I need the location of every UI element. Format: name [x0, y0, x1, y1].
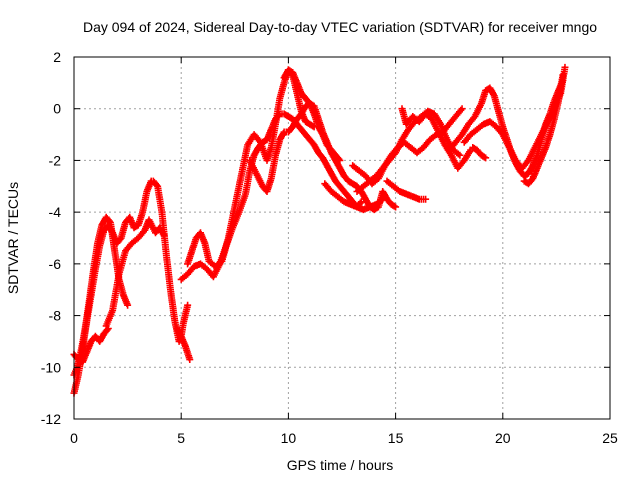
y-tick-label: -10 — [41, 359, 61, 375]
series-marks-track-17 — [520, 71, 567, 188]
y-tick-label: 2 — [53, 49, 61, 65]
y-tick-label: -8 — [49, 308, 62, 324]
y-tick-label: -12 — [41, 411, 61, 427]
series-track-12 — [353, 107, 464, 195]
plot-frame — [73, 56, 611, 420]
series-track-10 — [321, 180, 387, 214]
x-tick-label: 15 — [388, 430, 404, 446]
x-tick-label: 10 — [281, 430, 297, 446]
series-marks-track-13 — [383, 177, 430, 203]
y-axis-label: SDTVAR / TECUs — [5, 182, 21, 294]
tick-label-layer: 0 5 10 15 20 25 -12 -10 -8 -6 -4 -2 0 2 — [41, 49, 618, 446]
series-track-4 — [102, 216, 168, 330]
series-marks-track-4 — [102, 216, 168, 330]
y-tick-label: -2 — [49, 152, 62, 168]
x-axis-label: GPS time / hours — [287, 457, 394, 473]
x-tick-label: 25 — [602, 430, 618, 446]
data-layer — [70, 63, 569, 397]
series-marks-track-10 — [321, 180, 387, 214]
series-track-17 — [520, 71, 567, 188]
y-tick-label: -4 — [49, 204, 62, 220]
series-track-5 — [173, 325, 194, 364]
x-tick-label: 0 — [70, 430, 78, 446]
series-track-9 — [280, 66, 344, 164]
y-tick-label: 0 — [53, 101, 61, 117]
series-marks-track-5 — [173, 325, 194, 364]
series-marks-track-9 — [280, 66, 344, 164]
series-marks-track-7 — [184, 66, 318, 270]
series-track-18 — [469, 144, 490, 162]
axes-layer — [73, 56, 611, 420]
series-marks-track-18 — [469, 144, 490, 162]
x-tick-label: 20 — [495, 430, 511, 446]
series-track-13 — [383, 177, 430, 203]
y-tick-label: -6 — [49, 256, 62, 272]
series-marks-track-12 — [353, 107, 464, 195]
series-track-7 — [184, 66, 318, 270]
x-tick-label: 5 — [177, 430, 185, 446]
chart-title: Day 094 of 2024, Sidereal Day-to-day VTE… — [83, 19, 597, 35]
